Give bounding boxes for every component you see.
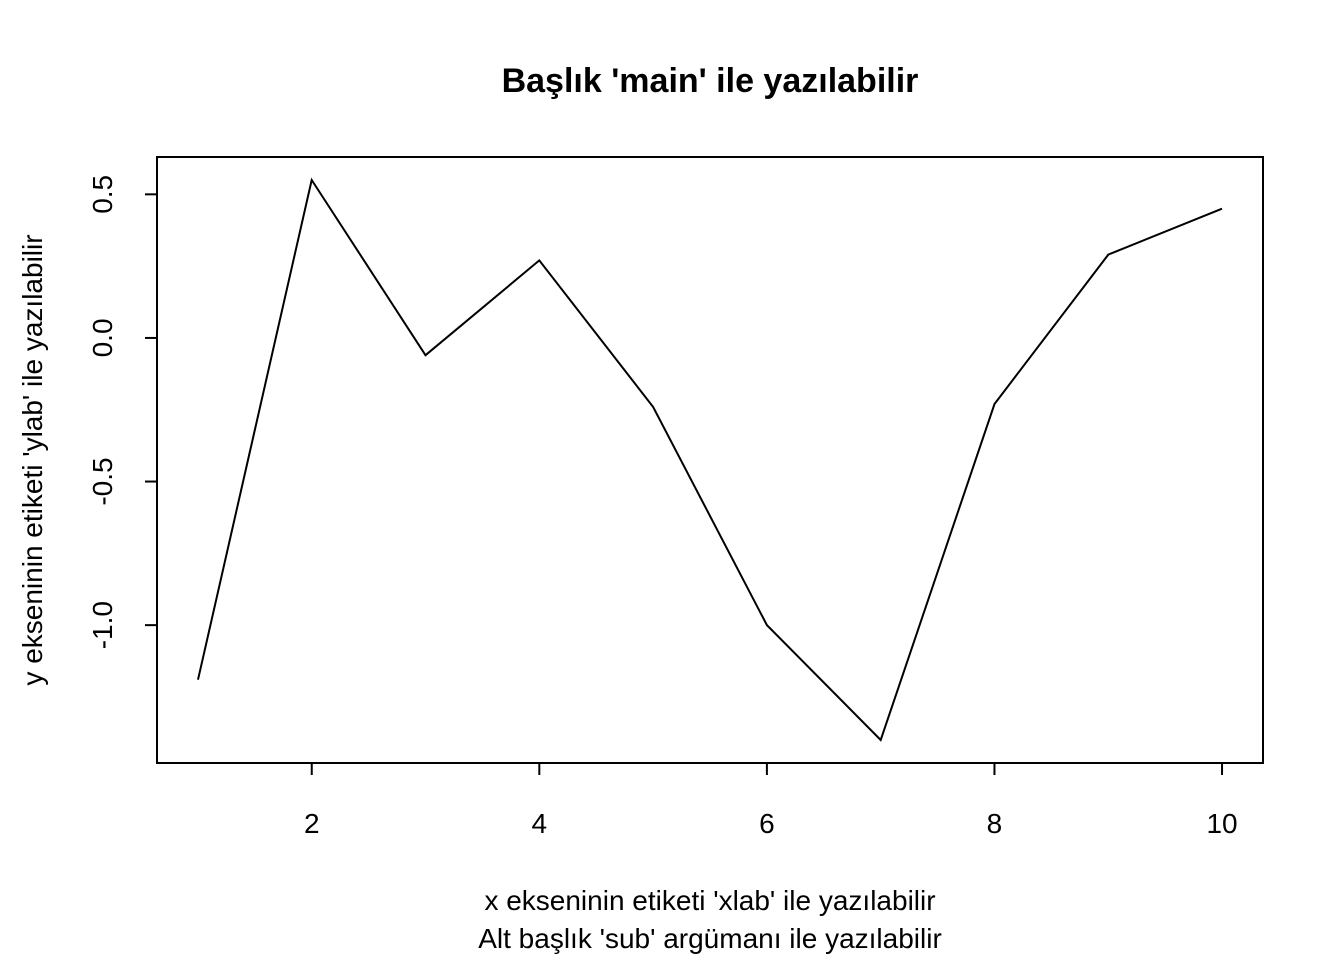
y-tick-label: -1.0	[87, 601, 118, 649]
chart-title: Başlık 'main' ile yazılabilir	[502, 62, 919, 100]
chart-subtitle: Alt başlık 'sub' argümanı ile yazılabili…	[478, 923, 942, 954]
x-tick-label: 2	[304, 808, 320, 839]
series-line	[197, 177, 1223, 742]
y-axis-label: y ekseninin etiketi 'ylab' ile yazılabil…	[17, 234, 48, 685]
x-tick-label: 10	[1206, 808, 1237, 839]
x-tick-label: 6	[759, 808, 775, 839]
x-tick-label: 8	[987, 808, 1003, 839]
x-axis: 2 4 6 8 10	[304, 763, 1238, 839]
y-tick-label: 0.0	[87, 318, 118, 357]
x-axis-label: x ekseninin etiketi 'xlab' ile yazılabil…	[484, 885, 935, 916]
y-axis: -1.0 -0.5 0.0 0.5	[87, 175, 157, 649]
plot-frame	[156, 156, 1264, 764]
x-tick-label: 4	[532, 808, 548, 839]
y-tick-label: -0.5	[87, 457, 118, 505]
y-tick-label: 0.5	[87, 175, 118, 214]
